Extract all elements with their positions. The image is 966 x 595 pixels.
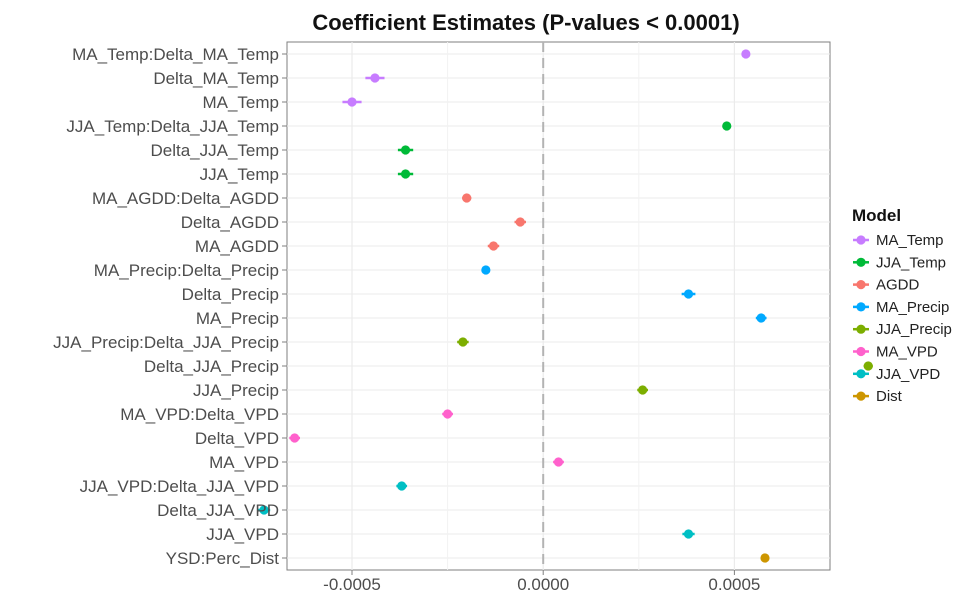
data-point <box>488 241 499 251</box>
y-tick-label: Delta_JJA_Precip <box>144 357 279 376</box>
x-tick-label: -0.0005 <box>323 575 381 594</box>
y-tick-label: JJA_Precip <box>193 381 279 400</box>
y-tick-label: Delta_VPD <box>195 429 279 448</box>
data-point <box>683 289 694 299</box>
data-point <box>347 97 357 107</box>
legend-entry-label: MA_Precip <box>876 299 949 316</box>
data-point <box>443 409 453 419</box>
data-point <box>760 553 770 563</box>
y-tick-label: JJA_VPD <box>206 525 279 544</box>
y-tick-label: Delta_MA_Temp <box>153 69 279 88</box>
legend-entry-label: AGDD <box>876 277 920 294</box>
y-tick-label: Delta_JJA_Temp <box>150 141 279 160</box>
legend-key-point <box>856 369 866 379</box>
y-tick-label: JJA_Temp <box>200 165 279 184</box>
legend-key-point <box>856 302 866 312</box>
data-point <box>400 169 411 179</box>
y-tick-label: MA_AGDD <box>195 237 279 256</box>
y-tick-label: MA_Precip:Delta_Precip <box>94 261 279 280</box>
y-tick-label: MA_AGDD:Delta_AGDD <box>92 189 279 208</box>
y-tick-label: JJA_VPD:Delta_JJA_VPD <box>80 477 279 496</box>
data-point <box>259 505 269 515</box>
data-point <box>370 73 380 83</box>
plot-panel <box>286 41 831 571</box>
legend: Model MA_Temp JJA_Temp AGDD MA_Precip JJA_Pr… <box>852 206 952 405</box>
data-point <box>481 265 491 275</box>
y-tick-label: MA_VPD <box>209 453 279 472</box>
data-point <box>638 385 648 395</box>
y-tick-label: YSD:Perc_Dist <box>166 549 280 568</box>
legend-key-point <box>856 391 866 401</box>
y-tick-label: JJA_Precip:Delta_JJA_Precip <box>53 333 279 352</box>
data-point <box>515 217 525 227</box>
y-tick-label: MA_Precip <box>196 309 279 328</box>
y-tick-label: Delta_Precip <box>182 285 279 304</box>
y-tick-label: Delta_JJA_VPD <box>157 501 279 520</box>
legend-entry-label: JJA_Precip <box>876 321 952 338</box>
legend-key-point <box>856 324 866 334</box>
x-axis: -0.0005 0.0000 0.0005 <box>323 570 760 594</box>
chart-title: Coefficient Estimates (P-values < 0.0001… <box>312 10 739 35</box>
y-axis: MA_Temp:Delta_MA_Temp Delta_MA_Temp MA_Tem… <box>53 45 287 568</box>
legend-entry-label: Dist <box>876 388 903 405</box>
legend-entry-label: JJA_Temp <box>876 254 946 271</box>
x-tick-label: 0.0005 <box>708 575 760 594</box>
legend-key-point <box>856 257 866 267</box>
legend-key-point <box>856 280 866 290</box>
data-point <box>683 529 694 539</box>
data-points <box>257 49 873 563</box>
y-tick-label: MA_Temp:Delta_MA_Temp <box>72 45 279 64</box>
y-tick-label: MA_VPD:Delta_VPD <box>120 405 279 424</box>
data-point <box>756 313 766 323</box>
x-tick-label: 0.0000 <box>517 575 569 594</box>
y-tick-label: JJA_Temp:Delta_JJA_Temp <box>66 117 279 136</box>
data-point <box>400 145 411 155</box>
legend-entry-label: MA_Temp <box>876 232 944 249</box>
data-point <box>458 337 468 347</box>
legend-key-point <box>856 346 866 357</box>
data-point <box>397 481 407 491</box>
data-point <box>741 49 751 59</box>
legend-key-point <box>856 235 866 245</box>
y-tick-label: Delta_AGDD <box>181 213 279 232</box>
data-point <box>462 193 472 203</box>
legend-entry-label: JJA_VPD <box>876 366 940 383</box>
y-tick-label: MA_Temp <box>202 93 279 112</box>
data-point <box>863 361 873 371</box>
data-point <box>553 457 564 467</box>
legend-entry-label: MA_VPD <box>876 344 938 361</box>
data-point <box>722 121 732 131</box>
legend-title: Model <box>852 206 901 225</box>
data-point <box>290 433 300 443</box>
